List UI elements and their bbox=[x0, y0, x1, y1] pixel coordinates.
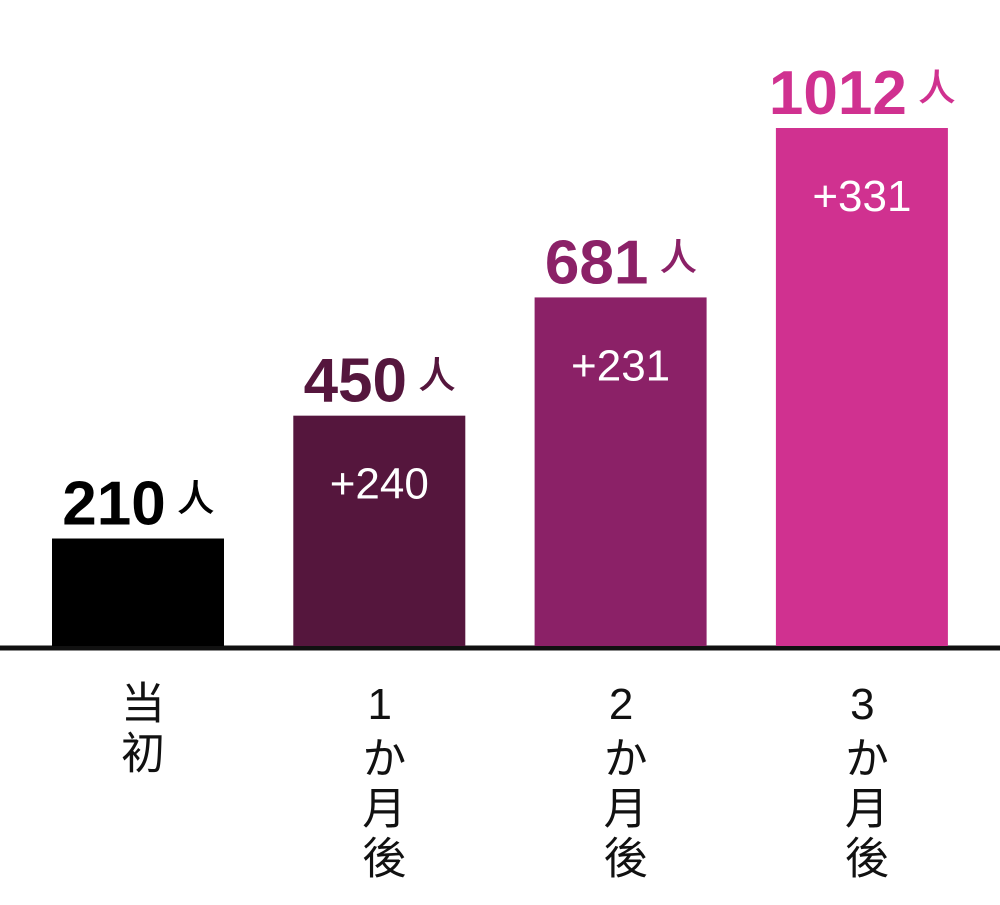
value-unit: 人 bbox=[178, 478, 214, 519]
bar bbox=[293, 415, 466, 646]
value-unit: 人 bbox=[919, 67, 955, 108]
bar bbox=[52, 538, 224, 646]
value-label: 210 人 bbox=[62, 470, 213, 539]
value-number: 1012 bbox=[769, 59, 907, 128]
bar bbox=[775, 128, 948, 646]
value-unit: 人 bbox=[660, 236, 696, 277]
category-label: 当初 bbox=[114, 680, 163, 780]
increment-label: +331 bbox=[812, 172, 911, 221]
category-label: 2か月後 bbox=[596, 680, 646, 885]
increment-label: +231 bbox=[571, 341, 670, 390]
value-number: 681 bbox=[545, 228, 648, 297]
value-label: 681 人 bbox=[545, 228, 696, 297]
value-unit: 人 bbox=[419, 355, 455, 396]
value-label: 1012 人 bbox=[769, 59, 955, 128]
category-label: 1か月後 bbox=[355, 680, 405, 885]
value-number: 210 bbox=[62, 470, 165, 539]
increment-label: +240 bbox=[330, 460, 429, 509]
value-label: 450 人 bbox=[304, 347, 455, 416]
value-number: 450 bbox=[304, 347, 407, 416]
category-label: 3か月後 bbox=[837, 680, 887, 885]
bar bbox=[534, 297, 707, 646]
